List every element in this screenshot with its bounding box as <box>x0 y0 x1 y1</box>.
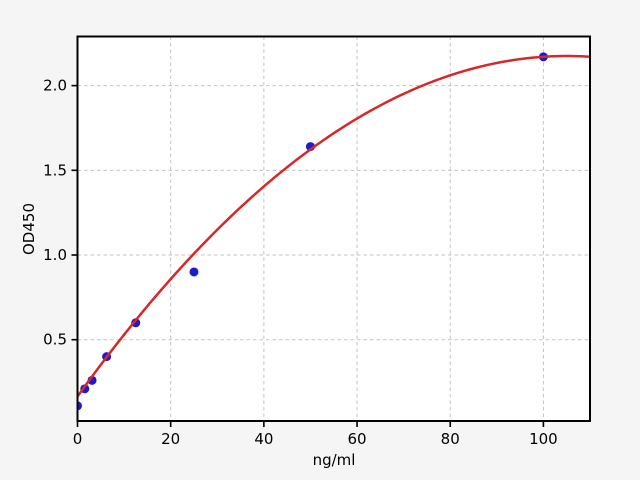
x-tick-label: 0 <box>73 430 83 448</box>
x-tick-label: 100 <box>529 430 558 448</box>
x-axis-label: ng/ml <box>312 451 356 469</box>
x-tick-label: 40 <box>254 430 273 448</box>
data-point <box>131 318 141 328</box>
y-tick-label: 0.5 <box>43 331 67 349</box>
y-axis-label: OD450 <box>20 203 38 255</box>
x-tick-label: 60 <box>347 430 366 448</box>
x-tick-label: 20 <box>161 430 180 448</box>
tick-marks <box>71 84 545 427</box>
data-point <box>189 267 199 277</box>
y-tick-label: 1.0 <box>43 246 67 264</box>
y-tick-label: 1.5 <box>43 161 67 179</box>
fit-curve <box>77 54 590 398</box>
gridlines <box>77 36 590 421</box>
plot-frame <box>76 35 591 422</box>
data-point <box>77 401 82 411</box>
x-tick-label: 80 <box>441 430 460 448</box>
tick-labels: 0 20 40 60 80 100 0.5 1.0 1.5 2.0 <box>43 77 558 448</box>
plot-area <box>77 36 590 421</box>
y-tick-label: 2.0 <box>43 77 67 95</box>
